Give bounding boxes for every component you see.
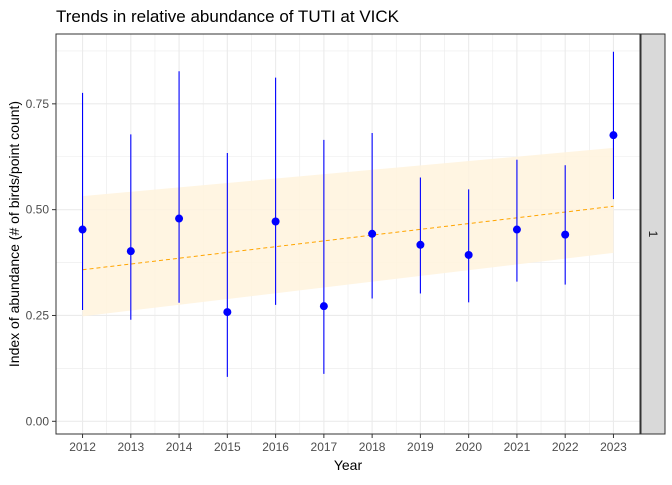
y-tick-label: 0.25 xyxy=(26,308,50,322)
trend-line-layer xyxy=(82,205,614,271)
data-point xyxy=(126,247,135,256)
data-point xyxy=(368,229,377,238)
data-points xyxy=(78,131,618,317)
x-tick-label: 2020 xyxy=(455,440,482,454)
chart-title: Trends in relative abundance of TUTI at … xyxy=(56,7,400,26)
y-tick-label: 0.00 xyxy=(26,414,50,428)
error-bars xyxy=(81,51,615,377)
trend-line xyxy=(82,205,614,271)
data-point xyxy=(416,240,425,249)
data-point xyxy=(175,214,184,223)
x-tick-label: 2016 xyxy=(262,440,289,454)
x-tick-label: 2023 xyxy=(600,440,627,454)
data-point xyxy=(223,308,232,317)
data-point xyxy=(271,217,280,226)
data-point xyxy=(512,225,521,234)
plot-border xyxy=(55,33,641,435)
x-tick-label: 2015 xyxy=(214,440,241,454)
confidence-band-layer xyxy=(82,147,614,317)
facet-strip xyxy=(640,33,666,435)
x-tick-label: 2013 xyxy=(117,440,144,454)
x-tick-label: 2021 xyxy=(504,440,531,454)
x-axis-label: Year xyxy=(334,457,363,473)
y-tick-label: 0.50 xyxy=(26,203,50,217)
y-axis-label: Index of abundance (# of birds/point cou… xyxy=(6,101,22,367)
x-tick-label: 2017 xyxy=(311,440,338,454)
data-point xyxy=(464,250,473,259)
x-axis: 2012 2013 2014 2015 2016 2017 2018 2019 2020 2021… xyxy=(69,434,627,454)
data-point xyxy=(561,230,570,239)
data-point xyxy=(319,302,328,311)
data-point xyxy=(609,131,618,140)
data-point xyxy=(78,225,87,234)
x-tick-label: 2014 xyxy=(166,440,193,454)
y-axis: 0.00 0.25 0.50 0.75 xyxy=(26,97,56,428)
y-tick-label: 0.75 xyxy=(26,97,50,111)
x-tick-label: 2019 xyxy=(407,440,434,454)
x-tick-label: 2012 xyxy=(69,440,96,454)
confidence-band xyxy=(82,147,614,317)
x-tick-label: 2022 xyxy=(552,440,579,454)
x-tick-label: 2018 xyxy=(359,440,386,454)
facet-strip-label: 1 xyxy=(646,231,660,238)
